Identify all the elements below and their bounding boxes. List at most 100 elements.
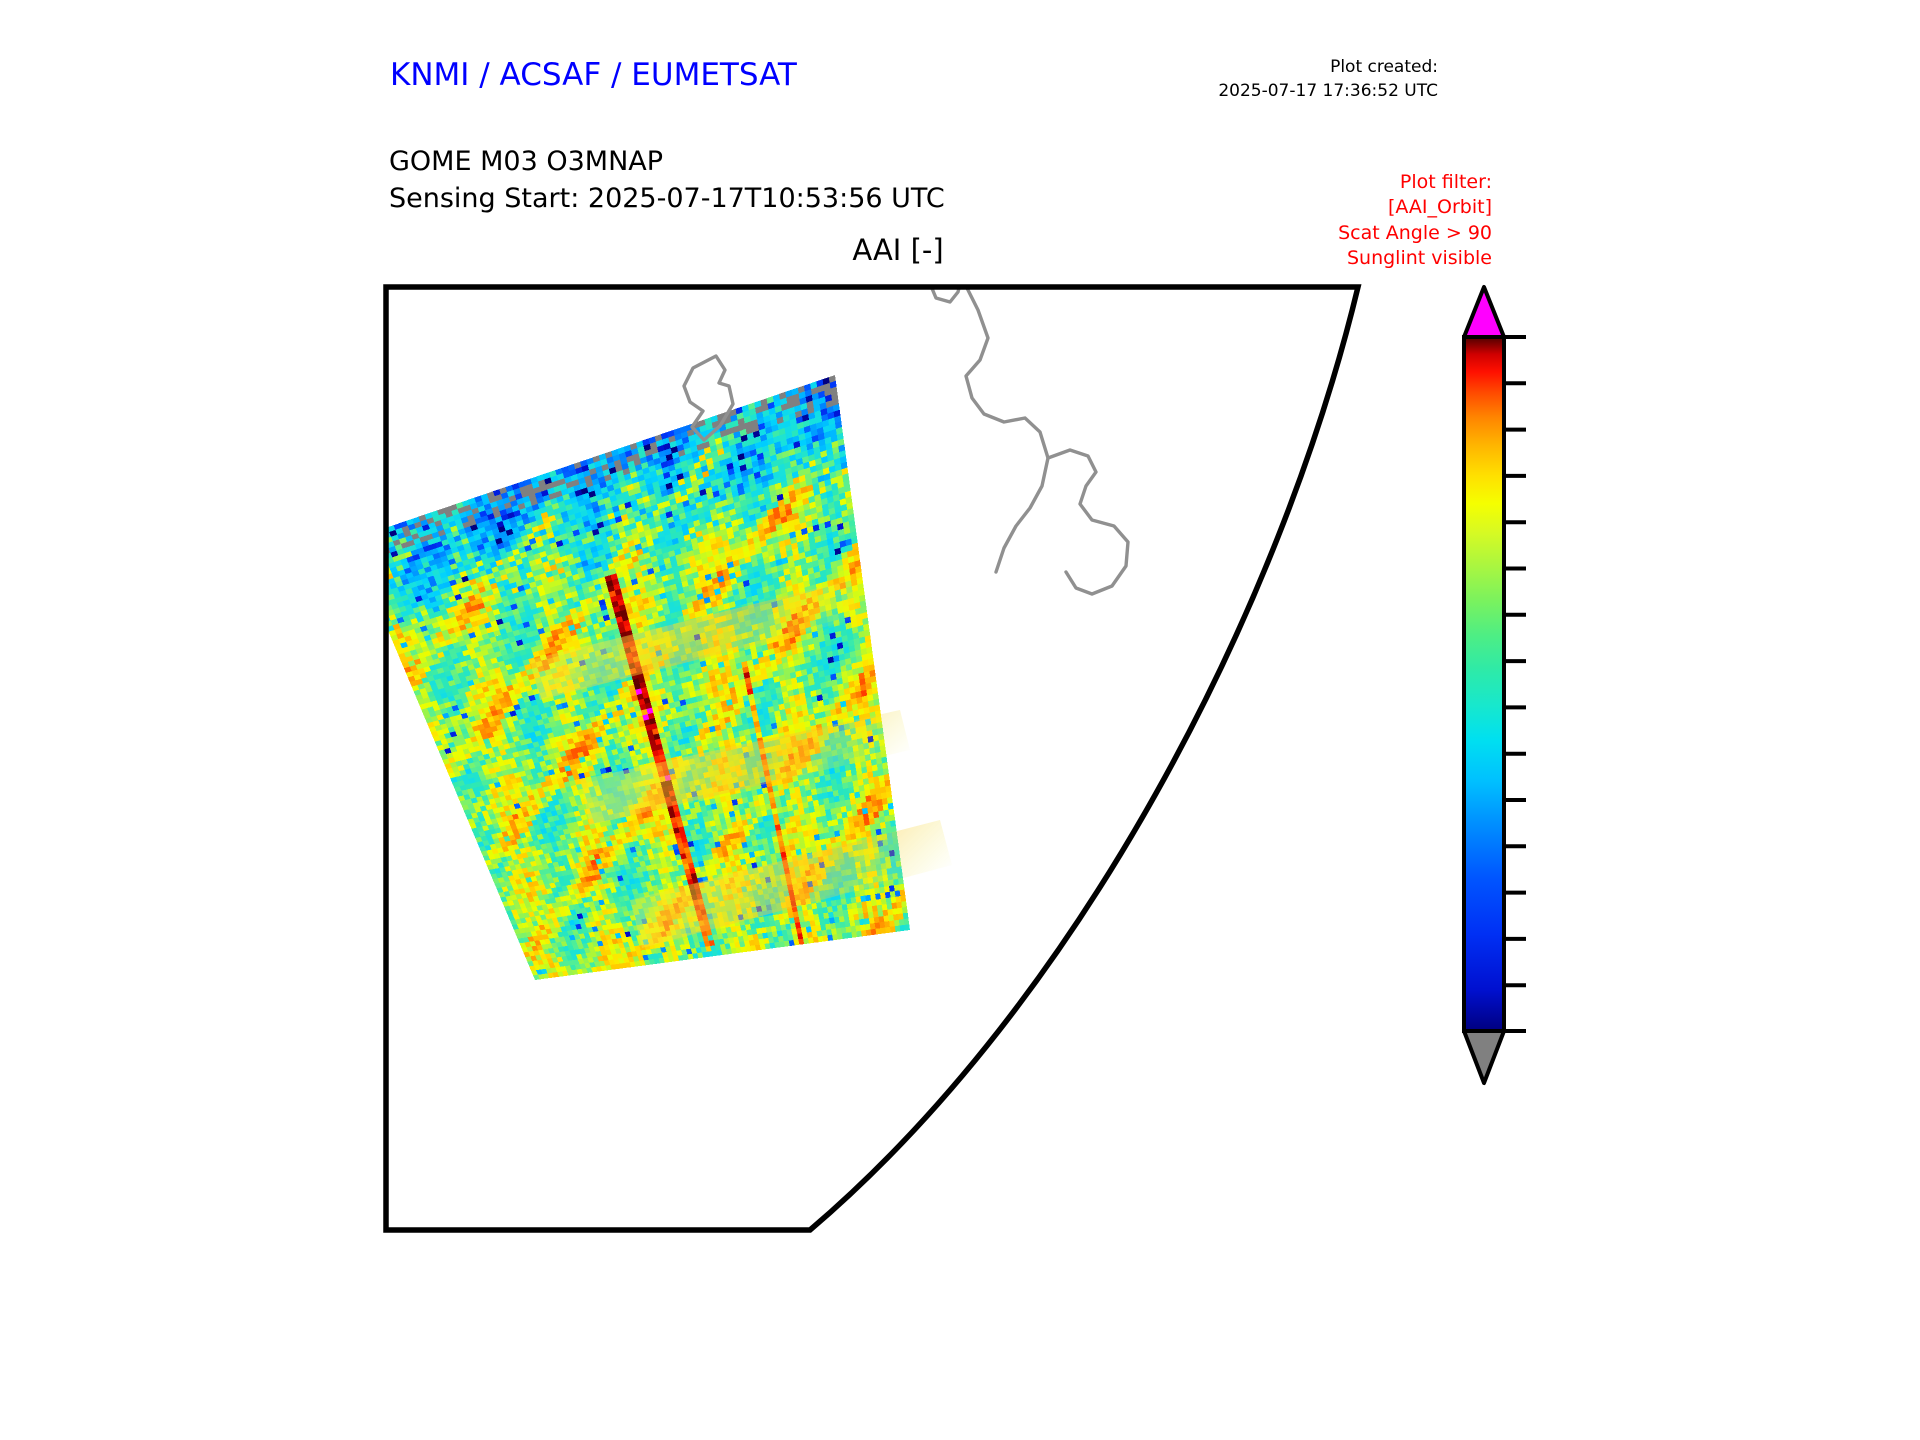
swath-pixel (514, 514, 523, 522)
swath-pixel (814, 712, 821, 720)
swath-pixel (407, 576, 416, 584)
swath-pixel (619, 480, 627, 488)
swath-pixel (591, 478, 600, 486)
swath-pixel (401, 578, 410, 586)
swath-pixel (465, 509, 474, 517)
swath-pixel (594, 488, 602, 496)
swath-pixel (646, 511, 654, 519)
swath-pixel (563, 565, 571, 573)
swath-pixel (752, 501, 760, 509)
swath-pixel (693, 548, 701, 556)
swath-pixel (559, 505, 567, 513)
swath-pixel (504, 605, 512, 612)
swath-pixel (519, 551, 528, 559)
swath-pixel (728, 508, 736, 516)
swath-pixel (398, 652, 406, 660)
swath-pixel (606, 557, 614, 565)
swath-pixel (801, 408, 809, 417)
swath-pixel (642, 438, 650, 446)
swath-pixel (511, 526, 520, 534)
swath-pixel (833, 409, 841, 418)
swath-pixel (721, 435, 729, 443)
swath-pixel (521, 534, 529, 542)
swath-pixel (688, 498, 696, 506)
plot-filter-scat-angle: Scat Angle > 90 (1338, 221, 1492, 244)
swath-pixel (486, 610, 495, 618)
swath-pixel (783, 497, 791, 505)
swath-pixel (441, 629, 449, 636)
swath-pixel (810, 507, 817, 515)
swath-pixel (516, 541, 525, 549)
swath-pixel (387, 593, 395, 601)
swath-pixel (683, 562, 691, 570)
swath-pixel (455, 501, 464, 509)
swath-pixel (546, 532, 555, 539)
swath-pixel (819, 528, 827, 536)
swath-pixel (714, 559, 722, 567)
swath-pixel (646, 539, 654, 547)
swath-pixel (590, 473, 598, 481)
swath-pixel (536, 474, 545, 482)
swath-pixel (755, 447, 763, 455)
swath-pixel (785, 473, 793, 481)
swath-pixel (548, 537, 556, 544)
swath-pixel (565, 526, 573, 534)
swath-pixel (435, 615, 444, 622)
swath-pixel (784, 538, 792, 546)
swath-pixel (688, 526, 696, 535)
swath-pixel (685, 452, 693, 461)
swath-pixel (614, 487, 622, 495)
swath-pixel (415, 647, 424, 654)
swath-pixel (796, 535, 803, 543)
swath-pixel (448, 648, 457, 655)
swath-pixel (595, 465, 603, 473)
swath-pixel (654, 463, 662, 471)
swath-pixel (589, 590, 598, 598)
swath-pixel (402, 546, 411, 554)
swath-pixel (527, 554, 535, 562)
swath-pixel (461, 537, 470, 545)
swath-pixel (696, 507, 704, 515)
swath-pixel (624, 552, 632, 560)
swath-pixel (653, 543, 662, 551)
swath-pixel (603, 592, 611, 600)
swath-pixel (621, 462, 629, 470)
swath-pixel (444, 602, 452, 609)
swath-pixel (682, 500, 690, 508)
swath-pixel (391, 587, 400, 594)
swath-pixel (409, 581, 418, 589)
swath-pixel (836, 517, 843, 525)
swath-pixel (773, 399, 781, 408)
swath-pixel (779, 433, 787, 442)
swath-pixel (505, 588, 513, 596)
swath-pixel (538, 611, 546, 618)
swath-pixel (679, 569, 687, 577)
swath-pixel (402, 599, 411, 606)
swath-pixel (798, 391, 806, 400)
swath-pixel (792, 476, 800, 485)
swath-pixel (785, 431, 793, 440)
swath-pixel (783, 456, 790, 464)
swath-pixel (678, 483, 687, 492)
swath-pixel (627, 460, 635, 468)
swath-pixel (666, 487, 674, 495)
organisation-title: KNMI / ACSAF / EUMETSAT (390, 57, 797, 93)
swath-pixel (690, 566, 698, 574)
swath-pixel (544, 609, 552, 617)
swath-pixel (834, 415, 842, 424)
swath-pixel (847, 513, 855, 522)
swath-pixel (439, 624, 448, 632)
swath-pixel (769, 489, 777, 498)
swath-pixel (484, 546, 493, 554)
swath-pixel (842, 521, 850, 529)
swath-pixel (778, 504, 786, 513)
swath-pixel (838, 486, 845, 495)
swath-pixel (606, 456, 614, 464)
swath-pixel (622, 569, 630, 577)
swath-pixel (728, 537, 736, 545)
swath-pixel (517, 502, 526, 510)
swath-pixel (423, 528, 432, 536)
swath-pixel (826, 532, 833, 540)
swath-pixel (725, 521, 733, 529)
swath-pixel (539, 528, 547, 536)
